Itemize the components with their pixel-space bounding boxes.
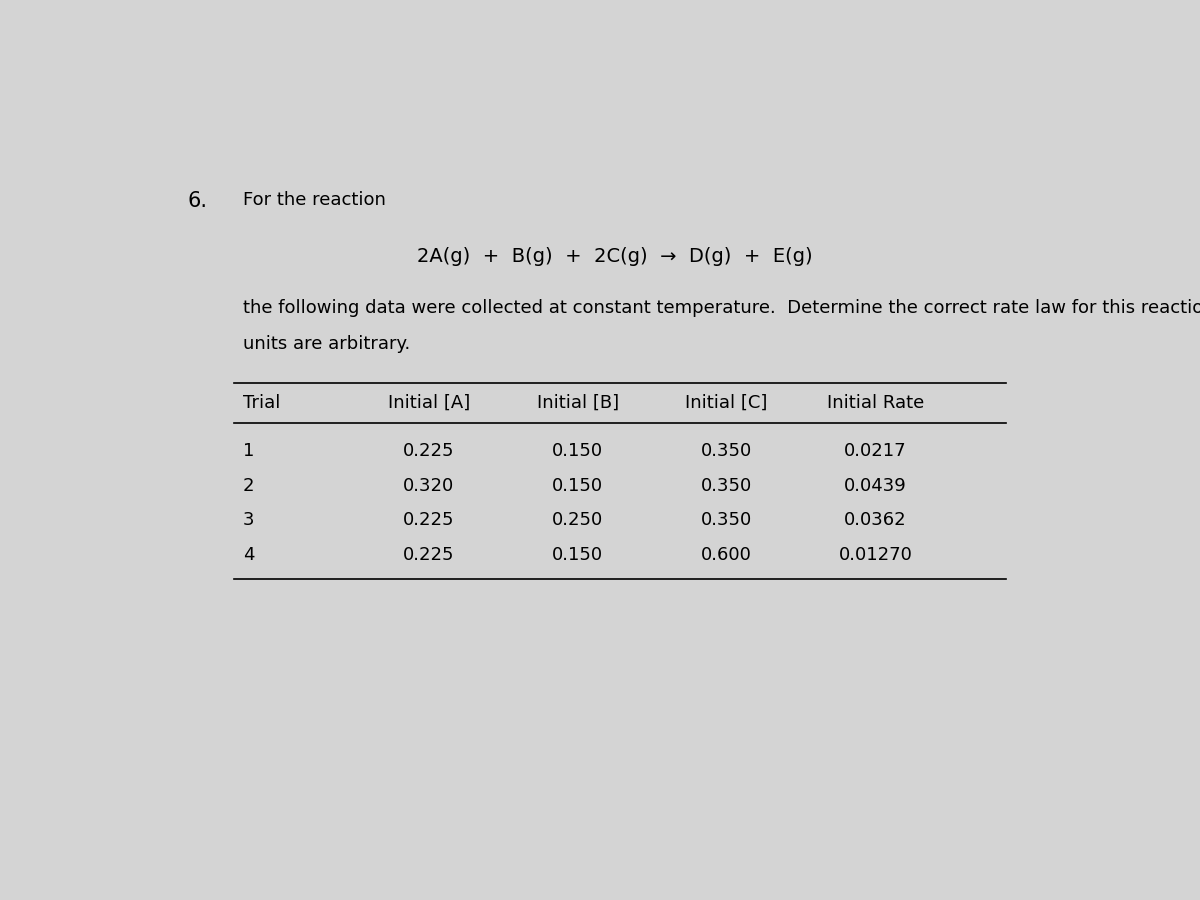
Text: 0.225: 0.225 — [403, 442, 455, 460]
Text: 0.225: 0.225 — [403, 511, 455, 529]
Text: 0.320: 0.320 — [403, 477, 455, 495]
Text: Initial [A]: Initial [A] — [388, 393, 470, 411]
Text: 3: 3 — [242, 511, 254, 529]
Text: 0.0217: 0.0217 — [844, 442, 907, 460]
Text: 0.0362: 0.0362 — [844, 511, 907, 529]
Text: Initial Rate: Initial Rate — [827, 393, 924, 411]
Text: 0.0439: 0.0439 — [844, 477, 907, 495]
Text: 0.250: 0.250 — [552, 511, 604, 529]
Text: Trial: Trial — [242, 393, 281, 411]
Text: 0.350: 0.350 — [701, 477, 752, 495]
Text: 6.: 6. — [187, 191, 208, 211]
Text: 2: 2 — [242, 477, 254, 495]
Text: 0.150: 0.150 — [552, 477, 604, 495]
Text: 0.225: 0.225 — [403, 546, 455, 564]
Text: 0.350: 0.350 — [701, 442, 752, 460]
Text: units are arbitrary.: units are arbitrary. — [242, 336, 410, 354]
Text: Initial [C]: Initial [C] — [685, 393, 768, 411]
Text: 2A(g)  +  B(g)  +  2C(g)  →  D(g)  +  E(g): 2A(g) + B(g) + 2C(g) → D(g) + E(g) — [418, 247, 812, 266]
Text: 0.150: 0.150 — [552, 546, 604, 564]
Text: 0.01270: 0.01270 — [839, 546, 912, 564]
Text: 0.150: 0.150 — [552, 442, 604, 460]
Text: 0.350: 0.350 — [701, 511, 752, 529]
Text: Initial [B]: Initial [B] — [536, 393, 619, 411]
Text: the following data were collected at constant temperature.  Determine the correc: the following data were collected at con… — [242, 299, 1200, 317]
Text: 4: 4 — [242, 546, 254, 564]
Text: 0.600: 0.600 — [701, 546, 752, 564]
Text: For the reaction: For the reaction — [242, 191, 386, 209]
Text: 1: 1 — [242, 442, 254, 460]
